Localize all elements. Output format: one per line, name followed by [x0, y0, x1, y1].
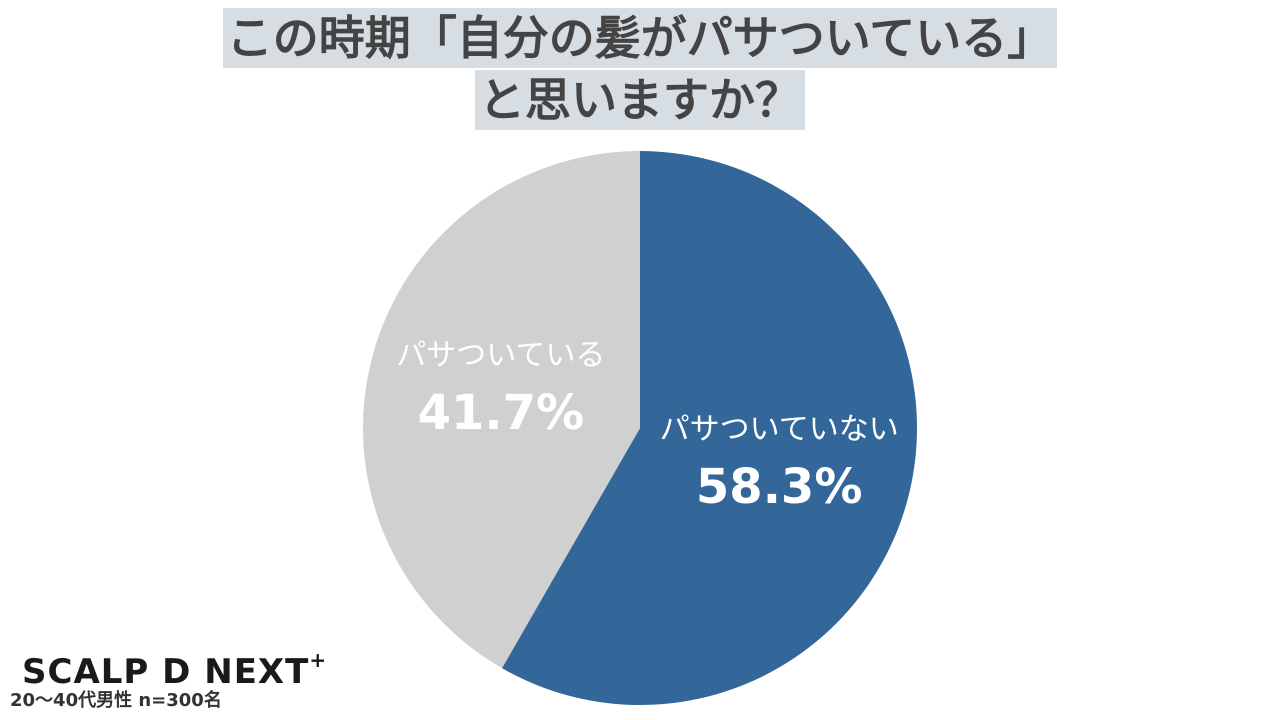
- chart-title: この時期「自分の髪がパサついている」 と思いますか？: [0, 8, 1280, 130]
- brand-logo-plus: +: [309, 648, 328, 672]
- pie-slice-1: [363, 151, 640, 669]
- brand-logo-text: SCALP D NEXT: [22, 652, 310, 692]
- pie-slice-label-1: パサついている: [396, 338, 605, 373]
- chart-title-line-2: と思いますか？: [475, 70, 805, 130]
- pie-slice-value-0: 58.3%: [696, 459, 863, 515]
- pie-slice-0: [502, 151, 917, 705]
- pie-slice-label-0: パサついていない: [660, 412, 899, 447]
- chart-title-line-1: この時期「自分の髪がパサついている」: [222, 8, 1058, 68]
- pie-slice-value-1: 41.7%: [418, 385, 585, 441]
- sample-note: 20〜40代男性 n=300名: [10, 690, 222, 711]
- brand-logo: SCALP D NEXT+: [22, 648, 327, 692]
